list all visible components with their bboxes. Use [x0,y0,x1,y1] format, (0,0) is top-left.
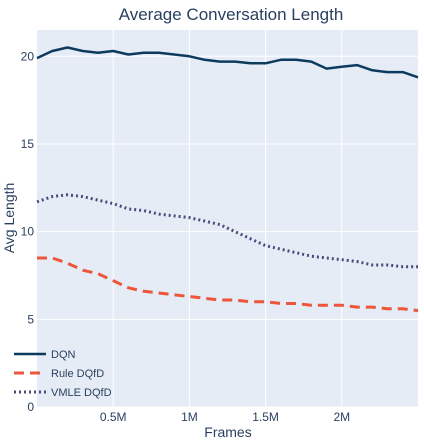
x-tick-label: 0.5M [100,410,127,424]
series-line-vmle-dqfd [36,193,418,269]
legend: DQN Rule DQfD VMLE DQfD [14,349,112,399]
y-axis-label: Avg Length [1,183,17,254]
chart-title: Average Conversation Length [119,5,344,24]
y-tick-label: 5 [27,312,34,326]
legend-label: VMLE DQfD [51,387,112,399]
series-line-dqn [36,46,419,79]
y-tick-label: 0 [27,400,34,414]
tick-layer: 0 5 10 15 20 0.5M 1M 1.5M 2M [21,49,350,424]
plot-background [37,30,418,407]
x-tick-label: 2M [333,410,350,424]
legend-label: DQN [51,349,76,361]
x-tick-label: 1M [181,410,198,424]
x-tick-label: 1.5M [252,410,279,424]
y-tick-label: 10 [21,225,35,239]
y-tick-label: 20 [21,49,35,63]
grid-layer [37,30,418,408]
y-tick-label: 15 [21,137,35,151]
series-layer [36,46,419,313]
x-axis-label: Frames [204,424,251,440]
series-line-rule-dqfd [37,256,419,313]
legend-label: Rule DQfD [51,368,104,380]
